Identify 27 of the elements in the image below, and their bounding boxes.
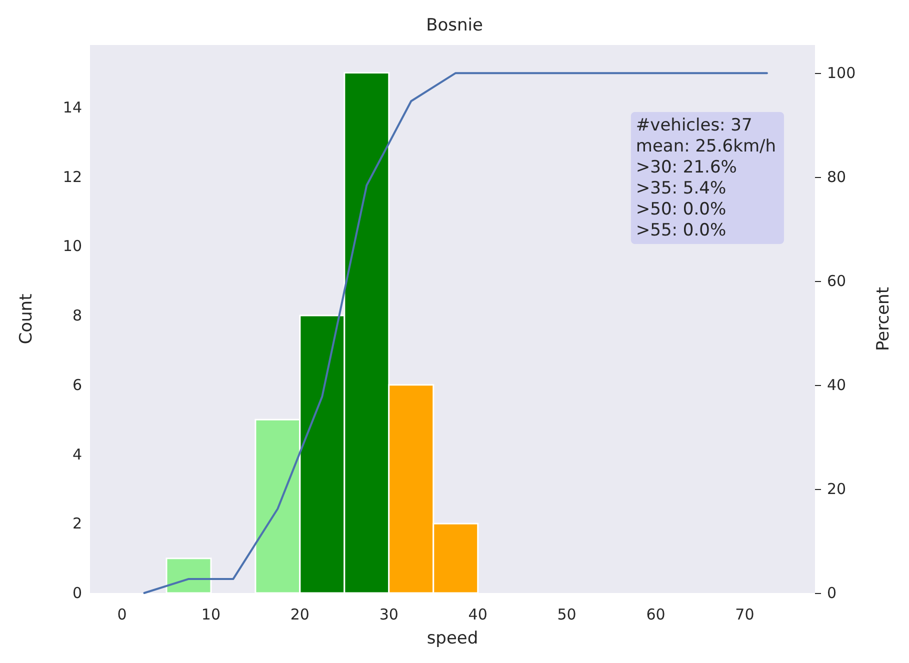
x-tick-label: 40 (468, 606, 488, 624)
y-tick-label: 0 (72, 584, 82, 602)
x-tick-label: 60 (646, 606, 666, 624)
y-tick-label: 4 (72, 445, 82, 464)
annotation: #vehicles: 37 mean: 25.6km/h >30: 21.6% >35: 5.4% >50: 0.0% >55: 0.0% (636, 116, 776, 240)
y-axis-title: Count (16, 293, 36, 344)
x-tick-label: 30 (379, 606, 398, 624)
y-tick-label: 14 (62, 98, 82, 116)
y-tick-label: 12 (62, 168, 82, 186)
y2-tick-label: 80 (827, 168, 846, 186)
y-tick-label: 2 (72, 514, 82, 533)
y2-axis-title: Percent (874, 286, 894, 351)
x-tick-label: 0 (117, 606, 127, 624)
y2-tick-label: 0 (827, 584, 837, 602)
x-tick-label: 70 (735, 606, 754, 624)
y2-tick-label: 100 (827, 64, 856, 82)
x-tick-label: 50 (557, 606, 576, 624)
x-axis-title: speed (426, 628, 478, 648)
y2-tick-label: 20 (827, 480, 846, 498)
y2-tick-label: 60 (827, 272, 846, 290)
y-tick-label: 8 (72, 306, 82, 325)
chart-title: Bosnie (426, 16, 483, 36)
y-tick-label: 10 (62, 237, 82, 256)
x-tick-label: 10 (201, 606, 221, 624)
x-tick-label: 20 (290, 606, 310, 624)
y2-tick-label: 40 (827, 376, 846, 394)
y-tick-label: 6 (72, 376, 82, 394)
